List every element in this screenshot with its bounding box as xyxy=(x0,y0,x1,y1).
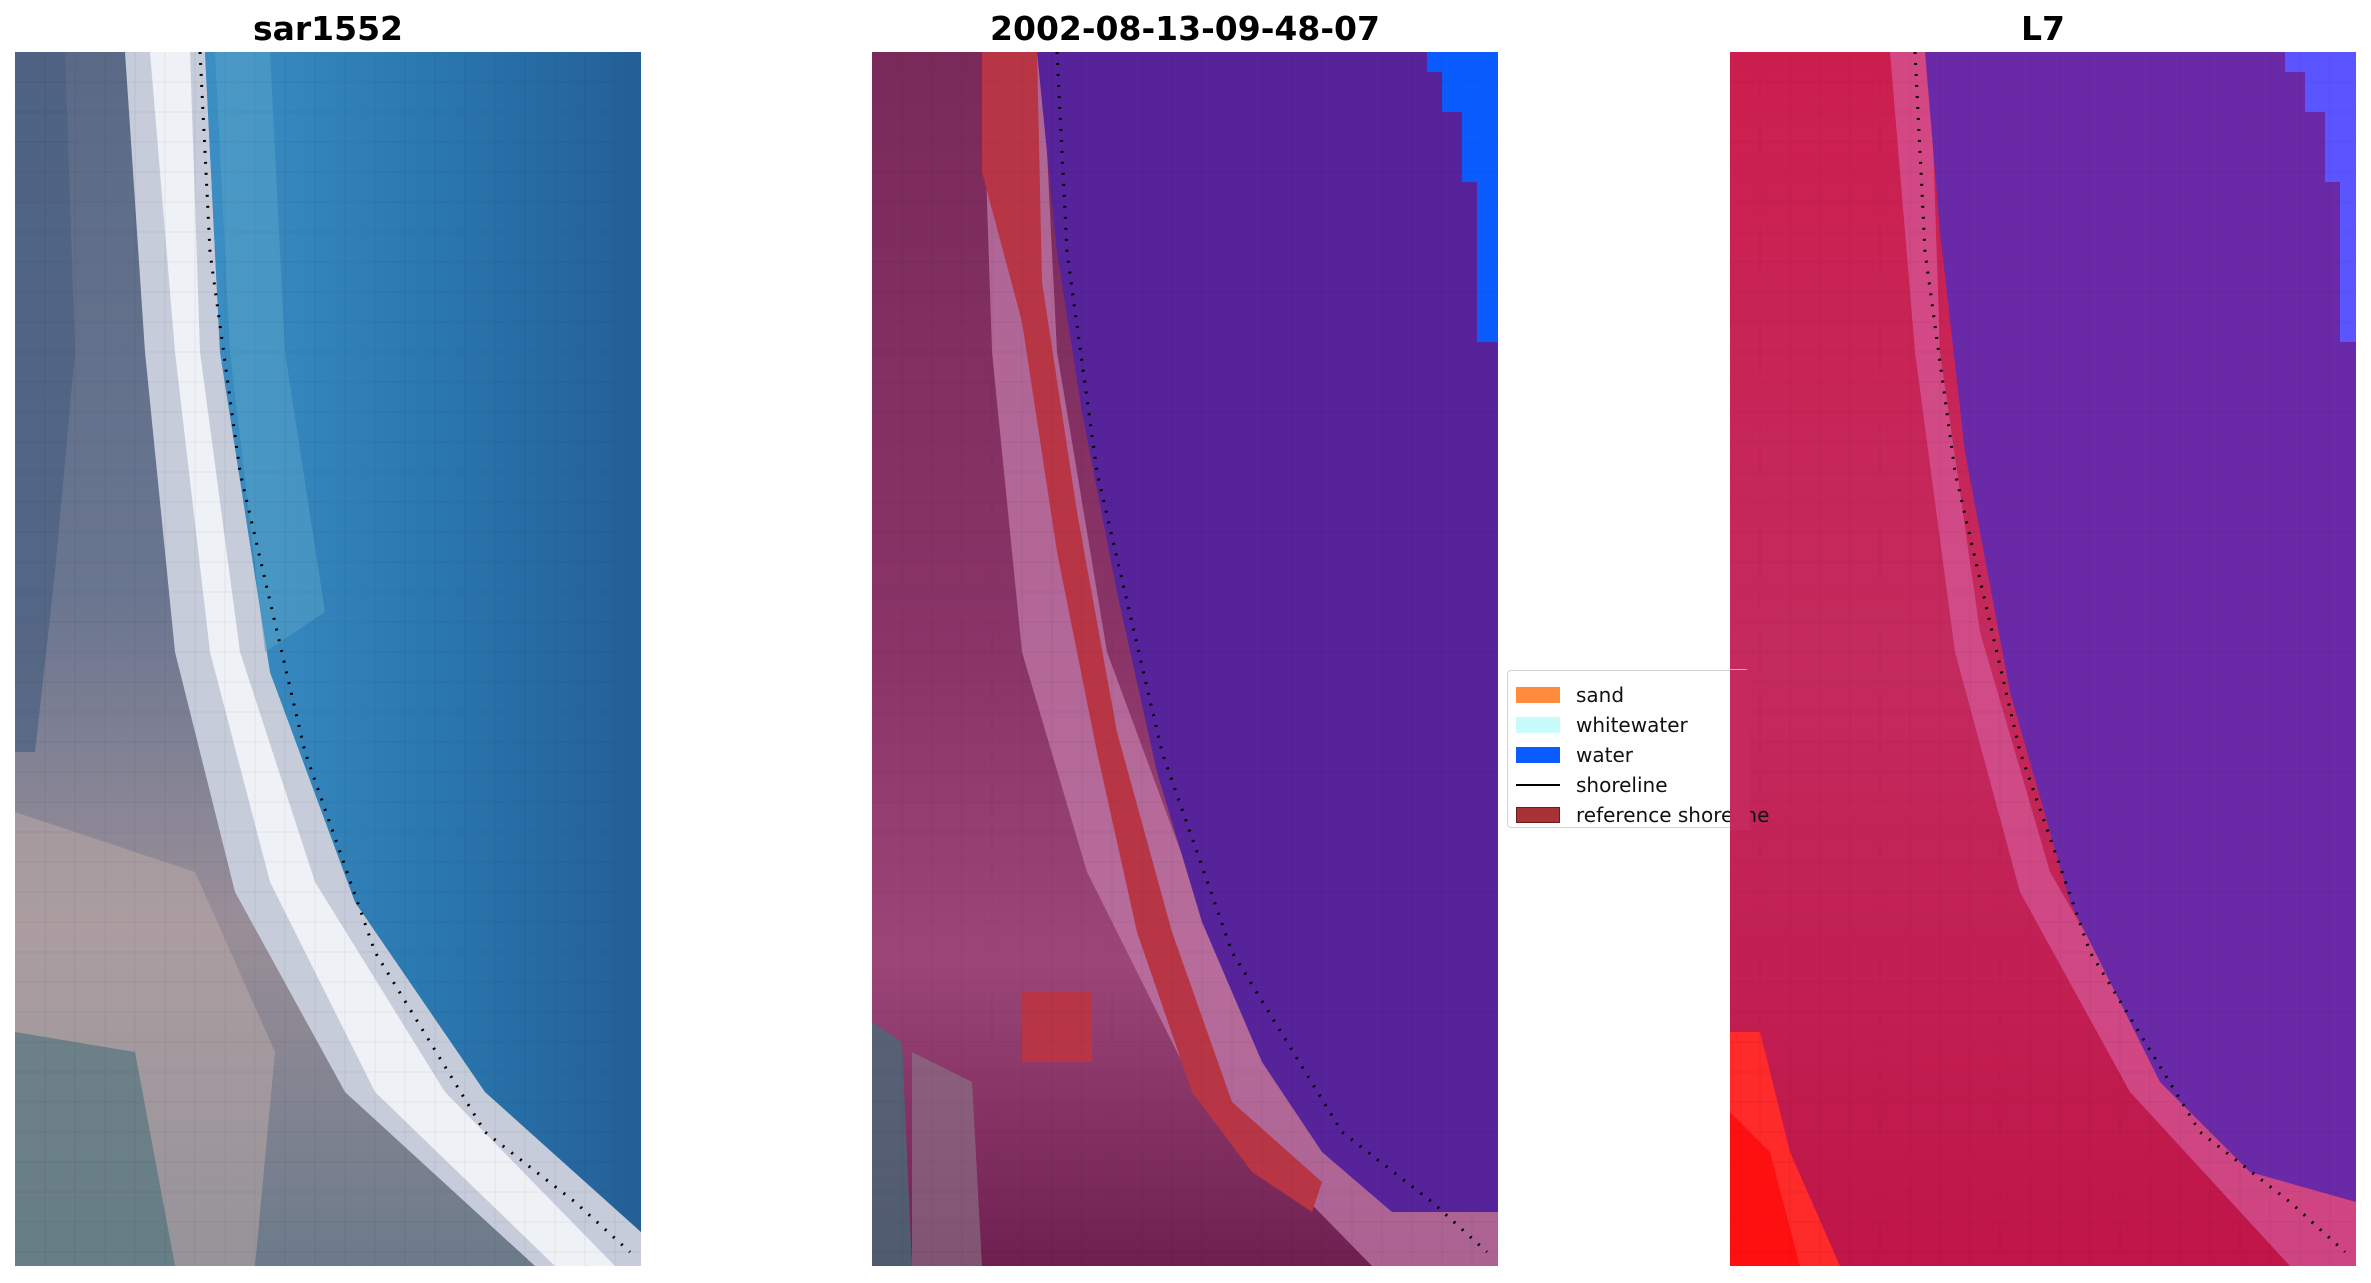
legend-swatch-reference-shoreline xyxy=(1516,807,1560,823)
legend-label-water: water xyxy=(1576,743,1633,767)
legend-item-whitewater: whitewater xyxy=(1516,711,1688,739)
legend-label-whitewater: whitewater xyxy=(1576,713,1688,737)
legend-label-shoreline: shoreline xyxy=(1576,773,1668,797)
panel-title-sar1552: sar1552 xyxy=(252,9,404,48)
panel-title-date: 2002-08-13-09-48-07 xyxy=(990,9,1380,48)
rgb-satellite-image xyxy=(15,52,641,1266)
legend-item-water: water xyxy=(1516,741,1633,769)
legend-clip-svg xyxy=(1730,670,1750,830)
classified-image-panel xyxy=(872,52,1498,1266)
rgb-image-panel xyxy=(15,52,641,1266)
shoreline-dotted-line xyxy=(1055,52,1489,1254)
reference-shoreline-band xyxy=(982,52,1322,1212)
legend-line-shoreline xyxy=(1516,784,1560,786)
shoreline-dotted-line xyxy=(1913,52,2347,1254)
legend-swatch-sand xyxy=(1516,687,1560,703)
panel-title-l7: L7 xyxy=(2021,9,2065,48)
legend-label-sand: sand xyxy=(1576,683,1625,707)
falsecolor-satellite-image xyxy=(1730,52,2356,1266)
legend-item-shoreline: shoreline xyxy=(1516,771,1668,799)
legend-item-sand: sand xyxy=(1516,681,1624,709)
falsecolor-image-panel xyxy=(1730,52,2356,1266)
legend-swatch-whitewater xyxy=(1516,717,1560,733)
classified-satellite-image xyxy=(872,52,1498,1266)
shoreline-dotted-line xyxy=(198,52,632,1254)
legend-swatch-water xyxy=(1516,747,1560,763)
legend-clip-overlay xyxy=(1730,670,1750,830)
legend: sand whitewater water shoreline referenc… xyxy=(1507,670,1769,828)
